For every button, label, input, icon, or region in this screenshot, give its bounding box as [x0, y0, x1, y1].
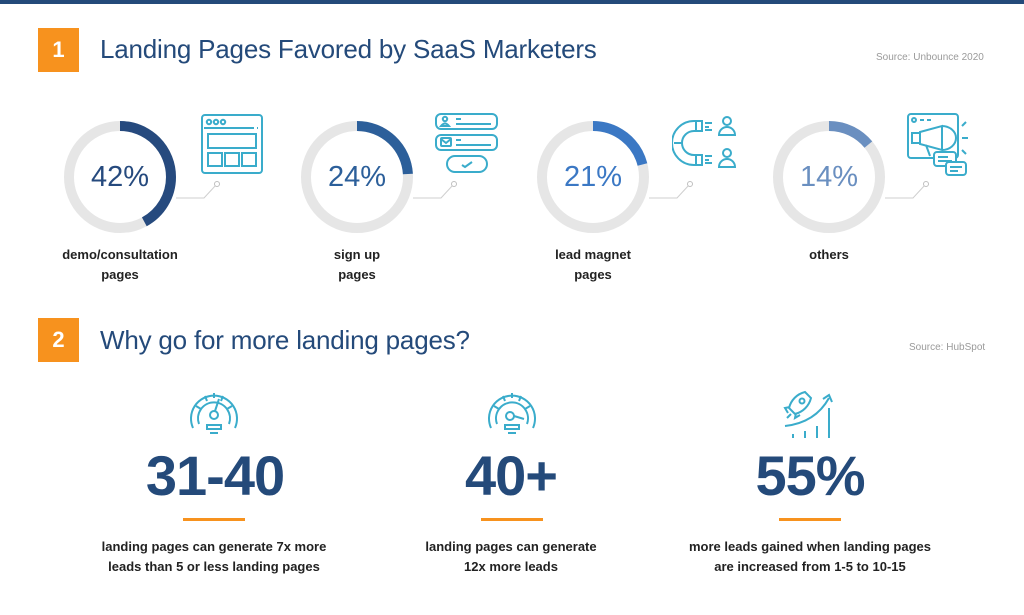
- donut-ring: [537, 121, 649, 233]
- donut-chart-lead-magnet: 21%: [533, 117, 653, 237]
- section-1-number-badge: 1: [38, 28, 79, 72]
- donut-ring: [301, 121, 413, 233]
- speedometer-icon: [187, 390, 241, 441]
- connector-line: [649, 181, 693, 199]
- stat-value-55-percent: 55%: [755, 444, 865, 507]
- label-line-2: pages: [101, 267, 139, 282]
- desc-line-1: landing pages can generate 7x more: [101, 539, 327, 554]
- megaphone-browser-icon: [906, 112, 972, 183]
- top-accent-bar: [0, 0, 1024, 4]
- section-2-source: Source: HubSpot: [909, 342, 986, 353]
- connector-line: [885, 181, 929, 199]
- label-line-1: lead magnet: [555, 247, 631, 262]
- stat-underline: [779, 518, 841, 521]
- donut-chart-demo-consultation: 42%: [60, 117, 180, 237]
- section-2-number-badge: 2: [38, 318, 79, 362]
- rocket-growth-chart-icon: [783, 390, 837, 445]
- category-label-others: others: [739, 245, 919, 265]
- speedometer-icon: [485, 390, 539, 441]
- browser-layout-icon: [200, 113, 264, 182]
- stat-underline: [481, 518, 543, 521]
- donut-value: 42%: [90, 160, 150, 193]
- label-line-2: pages: [338, 267, 376, 282]
- category-label-lead-magnet: lead magnet pages: [503, 245, 683, 285]
- donut-value: 14%: [799, 160, 859, 193]
- signup-form-icon: [435, 112, 501, 183]
- connector-line: [176, 181, 220, 199]
- label-line-1: sign up: [333, 247, 381, 262]
- label-line-2: pages: [574, 267, 612, 282]
- stat-description-31-40: landing pages can generate 7x more leads…: [54, 537, 374, 577]
- stat-value-31-40: 31-40: [145, 444, 285, 507]
- section-2-title: Why go for more landing pages?: [100, 325, 470, 355]
- desc-line-2: leads than 5 or less landing pages: [108, 559, 320, 574]
- magnet-users-icon: [671, 115, 738, 182]
- stat-underline: [183, 518, 245, 521]
- stat-value-40-plus: 40+: [465, 444, 558, 507]
- desc-line-1: more leads gained when landing pages: [689, 539, 931, 554]
- desc-line-2: are increased from 1-5 to 10-15: [714, 559, 906, 574]
- category-label-sign-up: sign up pages: [267, 245, 447, 285]
- donut-value: 21%: [563, 160, 623, 193]
- label-line-1: others: [809, 247, 849, 262]
- category-label-demo-consultation: demo/consultation pages: [30, 245, 210, 285]
- desc-line-2: 12x more leads: [464, 559, 558, 574]
- donut-ring: [773, 121, 885, 233]
- donut-chart-others: 14%: [769, 117, 889, 237]
- stat-description-40-plus: landing pages can generate 12x more lead…: [351, 537, 671, 577]
- stat-description-55-percent: more leads gained when landing pages are…: [650, 537, 970, 577]
- connector-line: [413, 181, 457, 199]
- section-1-source: Source: Unbounce 2020: [876, 52, 984, 63]
- section-1-title: Landing Pages Favored by SaaS Marketers: [100, 34, 597, 64]
- donut-chart-sign-up: 24%: [297, 117, 417, 237]
- label-line-1: demo/consultation: [62, 247, 178, 262]
- donut-value: 24%: [327, 160, 387, 193]
- donut-ring: [64, 121, 176, 233]
- desc-line-1: landing pages can generate: [425, 539, 597, 554]
